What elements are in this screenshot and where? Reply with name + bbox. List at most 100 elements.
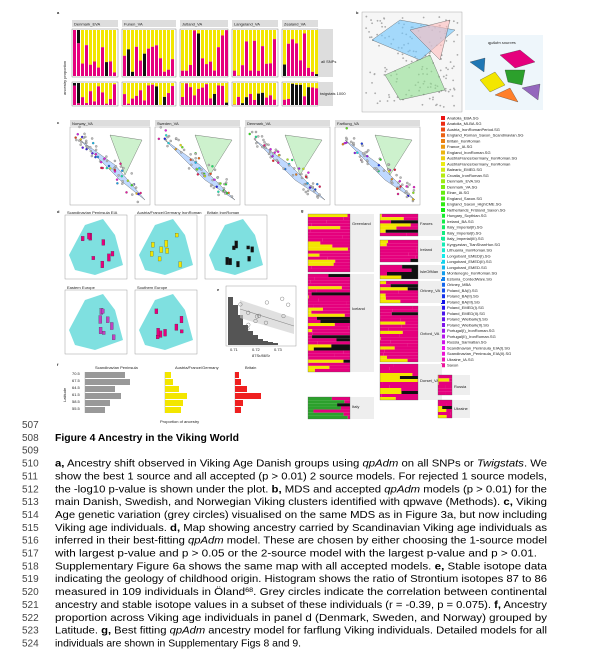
bar-part (123, 55, 126, 76)
model-part (316, 289, 350, 293)
label: Austria/France/Germany (175, 365, 219, 370)
model-part (313, 347, 350, 351)
bar-part (105, 103, 108, 105)
point (428, 52, 431, 55)
point (216, 176, 220, 179)
legend-swatch (441, 185, 445, 189)
hist-bar (253, 335, 258, 345)
model-part (380, 255, 416, 259)
line-number: 519 (22, 574, 39, 585)
model-part (438, 409, 447, 412)
model-part (386, 243, 418, 247)
model-part (384, 349, 418, 353)
hist-bar (233, 305, 238, 345)
legend-swatch (441, 288, 445, 293)
model-part (341, 286, 350, 290)
label: France_IA.SG (447, 144, 472, 149)
label: Ukraine_IA.SG (447, 357, 474, 362)
label: Oxford_VA (420, 331, 440, 336)
model-part (380, 220, 392, 224)
model-part (308, 232, 321, 236)
bar-part (245, 30, 248, 42)
model-part (380, 324, 402, 328)
caption-run: on all SNPs or (398, 459, 477, 470)
caption-run: Best fitting (111, 626, 170, 637)
bar-part (205, 64, 208, 76)
point (167, 141, 170, 145)
bar-part (163, 71, 166, 76)
model-part (310, 229, 350, 233)
bar-part (307, 30, 310, 68)
legend-swatch (441, 294, 445, 299)
model-part (308, 406, 341, 410)
point (405, 190, 408, 193)
bar-part (167, 83, 170, 94)
legend-swatch (441, 311, 445, 316)
model-part (386, 355, 418, 359)
point (399, 176, 402, 179)
bar-part (151, 83, 154, 85)
model-part (399, 376, 418, 379)
bar-part (221, 83, 224, 86)
point (367, 149, 370, 152)
bar-part (189, 30, 192, 66)
point (316, 182, 319, 186)
point (304, 175, 308, 179)
point (349, 140, 353, 143)
model-frame (379, 305, 419, 363)
model-part (439, 400, 452, 403)
model-part (380, 370, 417, 373)
model-part (308, 295, 350, 299)
point (374, 92, 377, 95)
bar-part (185, 70, 188, 76)
point (379, 100, 381, 103)
label-strip (350, 397, 374, 419)
bar-part (253, 83, 256, 100)
model-part (380, 290, 399, 294)
ancestry-bar (225, 257, 229, 265)
legend-swatch (441, 282, 445, 287)
model-part (380, 226, 397, 230)
bar-part (197, 30, 200, 34)
model-part (380, 385, 390, 388)
model-part (401, 391, 418, 394)
point (103, 157, 106, 160)
hist-bar (165, 372, 171, 378)
line-number: 511 (22, 471, 38, 482)
model-part (446, 409, 452, 412)
point (304, 190, 307, 194)
point (198, 167, 201, 170)
point (306, 189, 310, 193)
point (384, 25, 387, 28)
ancestry-bar (165, 247, 169, 254)
label: Netherlands_Frisland_Saxon.SG (447, 207, 505, 212)
model-part (308, 262, 334, 266)
bar-part (109, 99, 112, 105)
label: Britain IronRoman (207, 210, 239, 215)
bar-part (93, 61, 96, 76)
label-strip (452, 400, 470, 418)
bar-part (143, 53, 146, 76)
point (272, 159, 275, 162)
legend-swatch (441, 144, 445, 149)
model-part (308, 362, 309, 366)
legend-swatch (441, 363, 445, 368)
model-part (311, 292, 350, 296)
caption-run: Map showing ancestry carried by Scandina… (180, 523, 547, 534)
model-part (385, 229, 418, 233)
ancestry-bar (250, 246, 254, 253)
label: Proportion of ancestry (160, 419, 199, 424)
label: 55.5 (72, 406, 81, 411)
point (115, 178, 119, 181)
model-part (314, 368, 350, 372)
model-part (334, 323, 350, 327)
label: a (57, 10, 60, 15)
point (316, 196, 320, 199)
bar-part (151, 46, 154, 76)
bar-part (265, 63, 268, 76)
bar-part (135, 30, 138, 47)
bar-part (181, 30, 184, 71)
label: b (356, 10, 359, 15)
model-part (416, 246, 418, 250)
ancestry-bar (175, 233, 179, 238)
